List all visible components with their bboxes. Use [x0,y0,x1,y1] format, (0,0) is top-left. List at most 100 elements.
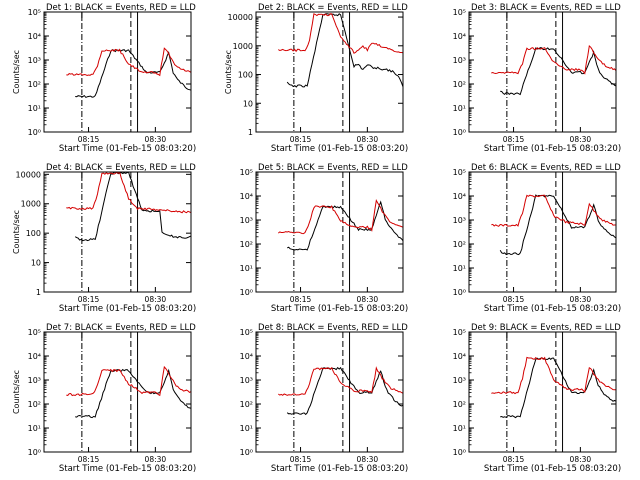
series-line-events [500,357,616,419]
x-tick-label: 08:30 [570,455,592,464]
panel-det-3: 10⁰ 10¹ 10² 10³ 10⁴ 10⁵ 08:15 08:30 Det 3: BLACK… [453,3,622,154]
y-tick-label: 10⁵ [28,328,41,337]
x-tick-label: 08:30 [570,135,592,144]
plot-frame [255,11,404,133]
plot-frame [468,11,617,133]
y-tick-label: 10⁵ [28,8,41,17]
y-tick-label: 10⁰ [453,448,466,457]
chart-title: Det 5: BLACK = Events, RED = LLD [258,163,408,173]
plot-frame [468,171,617,293]
chart-title: Det 7: BLACK = Events, RED = LLD [46,323,196,333]
y-tick-label: 10⁰ [240,448,253,457]
y-tick-label: 10² [453,400,466,409]
plot-area [66,12,215,132]
y-tick-label: 10⁵ [453,328,466,337]
y-tick-label: 10⁰ [453,128,466,137]
y-tick-label: 10⁴ [453,352,466,361]
plot-area [278,12,427,132]
series-line-lld [491,356,616,395]
y-tick-label: 10¹ [453,424,466,433]
x-tick-label: 08:15 [503,295,525,304]
x-tick-label: 08:15 [290,455,312,464]
x-axis-label: Start Time (01-Feb-15 08:03:20) [59,464,196,474]
plot-frame [468,331,617,453]
bracket-start [81,12,88,20]
y-tick-label: 10² [28,400,41,409]
y-axis-label: Counts/sec [12,50,21,94]
series-line-lld [66,172,191,214]
bracket-end [421,12,427,20]
y-tick-label: 10¹ [453,264,466,273]
plot-area [491,332,616,452]
y-axis-label: Counts/sec [224,50,233,94]
series-line-lld [66,47,191,77]
series-line-events [500,47,616,96]
series-line-events [75,48,191,99]
panel-det-6: 10⁰ 10¹ 10² 10³ 10⁴ 10⁵ 08:15 08:30 Det 6: BLACK… [453,163,640,314]
y-tick-label: 10¹ [453,104,466,113]
y-tick-label: 10 [31,259,41,268]
panel-det-4: 1 10 100 1000 10000 08:15 08:30 Det 4: BLACK = … [12,163,196,314]
series-line-lld [491,45,616,75]
x-tick-label: 08:15 [78,135,100,144]
chart-title: Det 9: BLACK = Events, RED = LLD [471,323,621,333]
y-tick-label: 10⁴ [28,32,41,41]
chart-title: Det 4: BLACK = Events, RED = LLD [46,163,196,173]
plot-area [277,172,403,292]
x-axis-label: Start Time (01-Feb-15 08:03:20) [271,304,408,314]
x-tick-label: 08:15 [503,455,525,464]
chart-title: Det 2: BLACK = Events, RED = LLD [258,3,408,13]
panel-det-2: 1 10 100 1000 10000 08:15 08:30 Det 2: BLACK = … [224,3,427,154]
panel-det-5: 10⁰ 10¹ 10² 10³ 10⁴ 10⁵ 08:15 08:30 Det 5: BLACK… [240,163,409,314]
x-tick-label: 08:15 [290,135,312,144]
plot-frame [43,11,192,133]
bracket-start [506,172,513,180]
x-tick-label: 08:30 [357,455,379,464]
x-axis-label: Start Time (01-Feb-15 08:03:20) [271,144,408,154]
series-line-lld [277,199,403,235]
x-tick-label: 08:30 [357,135,379,144]
y-tick-label: 10¹ [28,424,41,433]
bracket-end [634,172,640,180]
y-tick-label: 1 [248,128,253,137]
panel-det-1: 10⁰ 10¹ 10² 10³ 10⁴ 10⁵ 08:15 08:30 Det 1: BLACK… [12,3,215,154]
plot-area [491,172,640,292]
bracket-end [209,332,215,340]
y-tick-label: 1000 [21,200,41,209]
x-axis-label: Start Time (01-Feb-15 08:03:20) [59,144,196,154]
y-tick-label: 10⁰ [240,288,253,297]
chart-title: Det 6: BLACK = Events, RED = LLD [471,163,621,173]
panel-det-9: 10⁰ 10¹ 10² 10³ 10⁴ 10⁵ 08:15 08:30 Det 9: BLACK… [453,323,622,474]
y-tick-label: 10⁵ [240,168,253,177]
plot-frame [255,331,404,453]
plot-frame [43,171,192,293]
plot-area [491,12,616,132]
y-tick-label: 10⁵ [453,8,466,17]
plot-area [278,332,427,452]
bracket-end [209,12,215,20]
y-tick-label: 10 [243,99,253,108]
y-tick-label: 1 [36,288,41,297]
bracket-start [506,12,513,20]
bracket-end [421,332,427,340]
x-axis-label: Start Time (01-Feb-15 08:03:20) [271,464,408,474]
y-tick-label: 10² [28,80,41,89]
y-tick-label: 10² [453,80,466,89]
series-line-lld [278,13,403,54]
y-tick-label: 10² [240,240,253,249]
y-tick-label: 10000 [228,13,253,22]
series-line-lld [278,366,403,396]
panel-det-7: 10⁰ 10¹ 10² 10³ 10⁴ 10⁵ 08:15 08:30 Det 7: BLACK… [12,323,215,474]
y-tick-label: 10⁵ [240,328,253,337]
y-tick-label: 10³ [240,216,253,225]
x-tick-label: 08:30 [570,295,592,304]
bracket-start [293,12,300,20]
y-tick-label: 100 [238,71,253,80]
y-tick-label: 10² [240,400,253,409]
y-tick-label: 10⁰ [453,288,466,297]
plot-frame [255,171,404,293]
y-tick-label: 10³ [28,376,41,385]
plot-area [66,332,215,452]
x-tick-label: 08:30 [145,455,167,464]
